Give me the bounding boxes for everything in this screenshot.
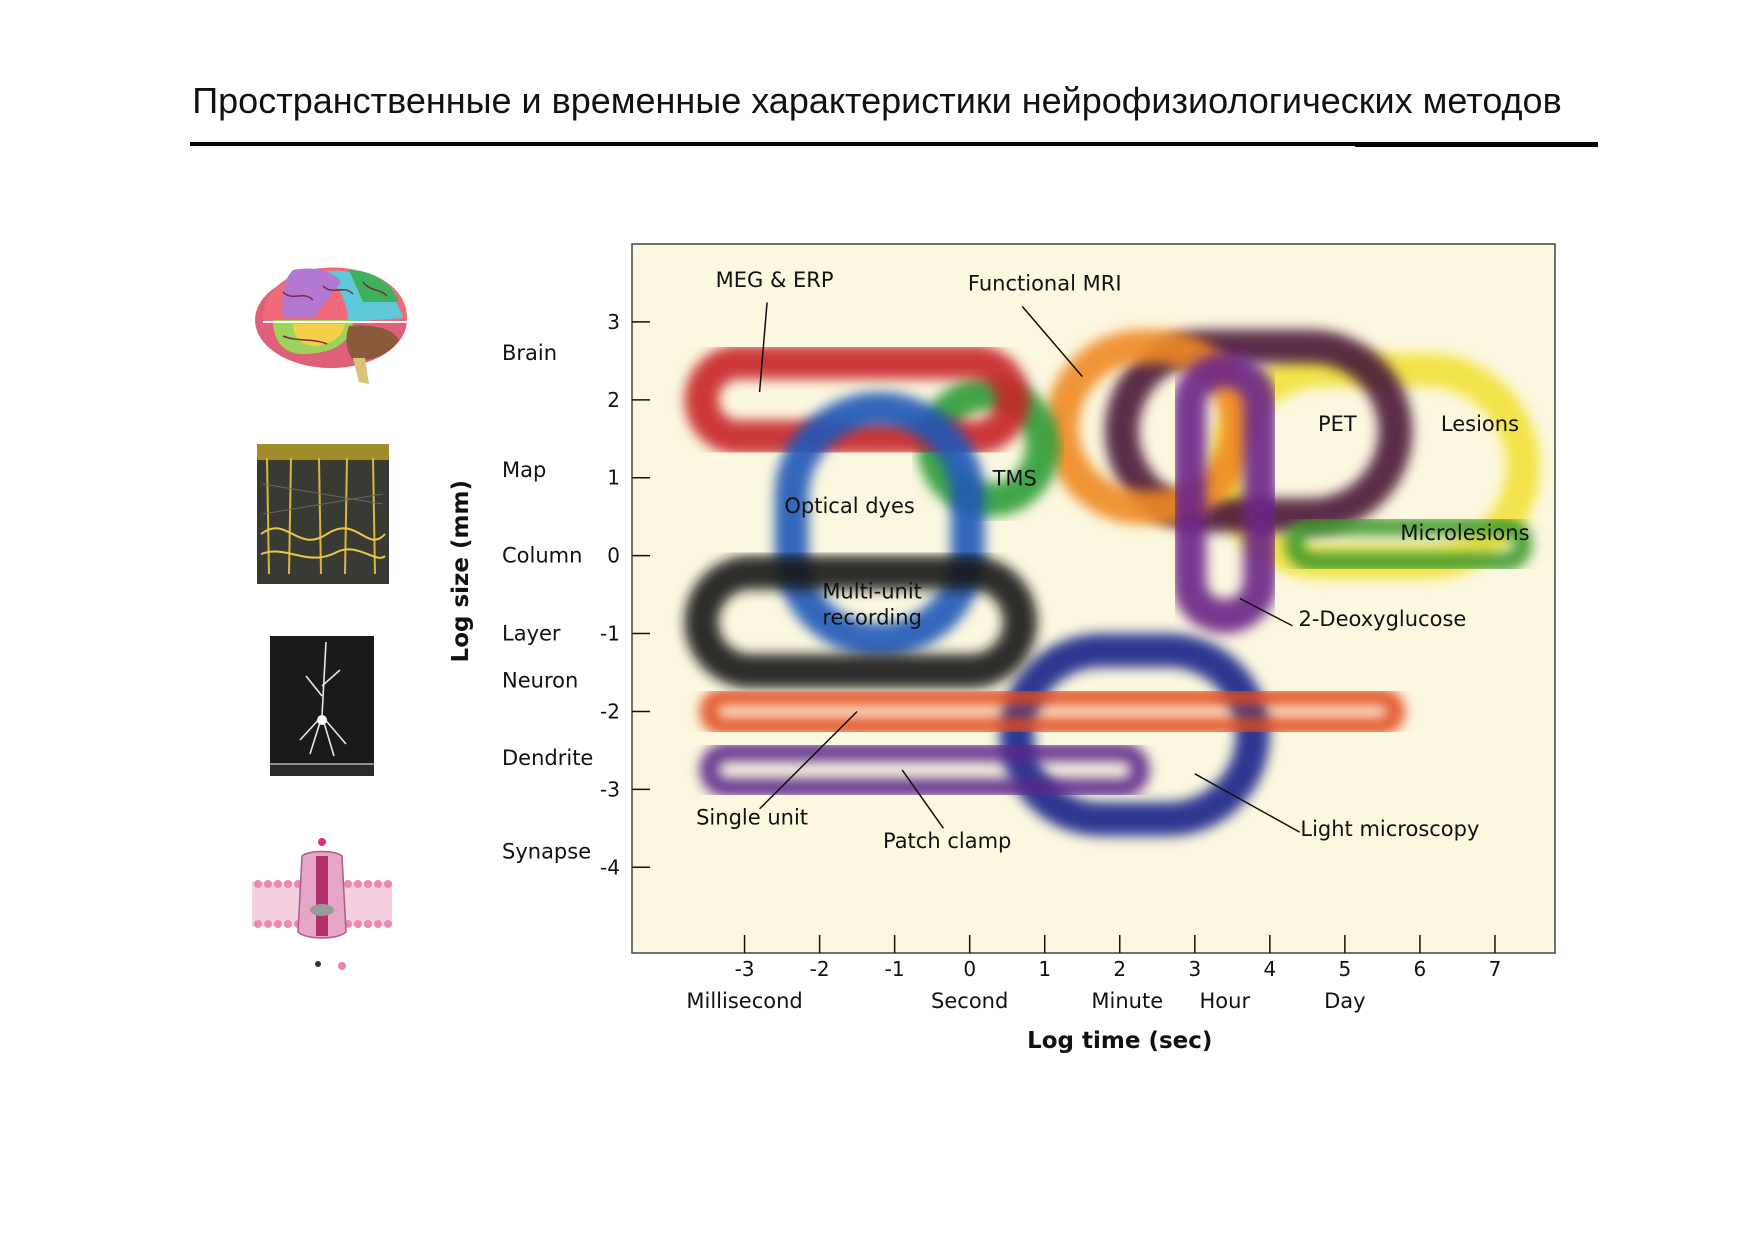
leader-patch-clamp [901,769,945,829]
method-labels: Lesions PET Microlesions Functional MRI TMS M… [696,268,1529,853]
x-axis-title: Log time (sec) [1027,1028,1212,1054]
x-tick-label: 6 [1414,957,1427,981]
label-multi-unit-recording: Multi-unit recording [822,580,922,630]
y-scale-name-layer: Layer [502,622,561,646]
y-tick-label: -3 [600,777,620,801]
y-axis: 3 2 1 0 -1 -2 -3 -4 Brain Map Column Layer Neuron Den… [502,310,650,879]
y-axis-title: Log size (mm) [448,480,474,662]
x-axis: -3 -2 -1 0 1 2 3 4 5 6 7 Millisecond Second Minute Hou… [686,935,1501,1013]
label-optical-dyes: Optical dyes [784,494,914,518]
y-tick-label: 1 [607,466,620,490]
label-light-microscopy: Light microscopy [1300,817,1479,841]
x-tick-label: 5 [1339,957,1352,981]
y-scale-name-dendrite: Dendrite [502,746,593,770]
x-scale-name-day: Day [1324,989,1365,1013]
y-scale-name-synapse: Synapse [502,840,591,864]
x-tick-label: -2 [810,957,830,981]
x-tick-label: 2 [1113,957,1126,981]
band-2-deoxyglucose [1172,353,1278,634]
y-tick-label: 3 [607,310,620,334]
label-patch-clamp: Patch clamp [883,829,1011,853]
receptor-channel-diagram-icon [252,838,392,970]
leader-meg-erp [758,302,768,393]
y-scale-name-column: Column [502,544,582,568]
x-tick-label: 3 [1188,957,1201,981]
label-lesions: Lesions [1441,412,1519,436]
label-functional-mri: Functional MRI [968,272,1122,296]
x-tick-label: 0 [963,957,976,981]
x-tick-label: 4 [1263,957,1276,981]
y-scale-name-map: Map [502,458,546,482]
band-patch-clamp [699,742,1150,798]
x-scale-name-second: Second [931,989,1008,1013]
y-scale-name-neuron: Neuron [502,668,578,692]
y-tick-label: 0 [607,544,620,568]
y-scale-name-brain: Brain [502,341,557,365]
y-tick-label: -1 [600,622,620,646]
label-meg-erp: MEG & ERP [716,268,834,292]
y-tick-label: -2 [600,699,620,723]
band-microlesions [1284,516,1533,572]
x-tick-label: 1 [1038,957,1051,981]
x-tick-label: 7 [1489,957,1502,981]
title-rule [190,142,1598,146]
label-microlesions: Microlesions [1400,521,1529,545]
leader-functional-mri [1021,305,1083,377]
x-scale-name-millisecond: Millisecond [686,989,802,1013]
slide-title: Пространственные и временные характерист… [192,80,1562,121]
band-meg-erp [684,345,1030,455]
title-rule-accent [1355,142,1598,147]
label-tms: TMS [992,467,1037,491]
x-tick-label: -1 [885,957,905,981]
x-scale-name-hour: Hour [1200,989,1251,1013]
leader-lines [758,302,1301,833]
band-optical-dyes [774,392,985,657]
y-tick-label: 2 [607,388,620,412]
leader-single-unit [759,710,858,810]
method-bands [684,329,1540,837]
band-functional-mri [1044,329,1255,525]
cortical-column-micrograph-icon [257,444,389,584]
label-2-deoxyglucose: 2-Deoxyglucose [1298,607,1466,631]
band-single-unit [699,688,1405,735]
leader-2-deoxyglucose [1239,597,1293,627]
label-single-unit: Single unit [696,805,808,829]
x-scale-name-minute: Minute [1091,989,1163,1013]
leader-light-microscopy [1194,773,1301,833]
label-pet: PET [1318,412,1357,436]
brain-icon [255,267,408,384]
x-tick-label: -3 [735,957,755,981]
neuron-micrograph-icon [270,636,374,776]
band-multi-unit-recording [684,555,1038,689]
y-tick-label: -4 [600,855,620,879]
